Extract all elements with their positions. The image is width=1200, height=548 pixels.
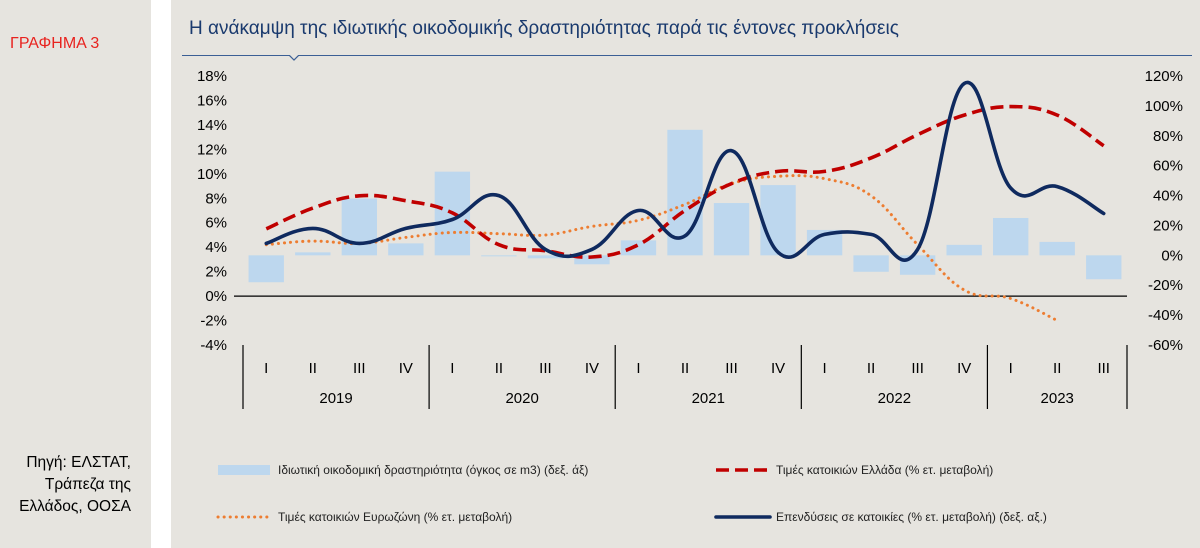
category-label: I [450, 360, 454, 377]
left-tick-label: 16% [197, 92, 227, 109]
right-tick-label: -20% [1148, 277, 1183, 294]
category-label: IV [771, 360, 785, 377]
category-label: I [822, 360, 826, 377]
left-tick-label: 0% [205, 288, 227, 305]
year-label: 2019 [319, 390, 352, 407]
chart-title: Η ανάκαμψη της ιδιωτικής οικοδομικής δρα… [189, 18, 899, 39]
left-tick-label: 6% [205, 215, 227, 232]
legend-label: Ιδιωτική οικοδομική δραστηριότητα (όγκος… [278, 463, 588, 477]
right-tick-label: 20% [1153, 217, 1183, 234]
category-label: I [636, 360, 640, 377]
right-tick-label: 100% [1145, 98, 1183, 115]
left-tick-label: 2% [205, 264, 227, 281]
left-tick-label: 18% [197, 68, 227, 85]
title-notch [289, 55, 299, 61]
legend-swatch-bar [218, 465, 270, 475]
bar-15 [946, 244, 982, 256]
legend-label: Επενδύσεις σε κατοικίες (% ετ. μεταβολή)… [776, 510, 1047, 524]
year-label: 2020 [505, 390, 538, 407]
bar-5 [481, 255, 517, 257]
left-tick-label: 8% [205, 190, 227, 207]
bar-8 [620, 240, 657, 256]
left-tick-label: 14% [197, 117, 227, 134]
category-label: III [1097, 360, 1110, 377]
right-tick-label: 80% [1153, 128, 1183, 145]
left-tick-label: -2% [200, 313, 227, 330]
left-panel: ΓΡΑΦΗΜΑ 3 Πηγή: ΕΛΣΤΑΤ, Τράπεζα της Ελλά… [0, 0, 151, 548]
legend-label: Τιμές κατοικιών Ευρωζώνη (% ετ. μεταβολή… [278, 510, 512, 524]
category-label: III [539, 360, 552, 377]
right-tick-label: 120% [1145, 68, 1183, 85]
chart-panel [171, 0, 1200, 548]
year-label: 2021 [692, 390, 725, 407]
figure-label: ΓΡΑΦΗΜΑ 3 [10, 35, 100, 52]
category-label: III [725, 360, 738, 377]
year-label: 2022 [878, 390, 911, 407]
right-tick-label: 0% [1161, 247, 1183, 264]
category-label: II [309, 360, 317, 377]
category-label: II [1053, 360, 1061, 377]
bar-14 [899, 255, 936, 275]
legend-label: Τιμές κατοικιών Ελλάδα (% ετ. μεταβολή) [776, 463, 993, 477]
series-line-solid [264, 80, 1106, 262]
category-label: IV [957, 360, 971, 377]
category-label: III [911, 360, 924, 377]
bar-17 [1039, 241, 1075, 256]
year-label: 2023 [1041, 390, 1074, 407]
category-label: IV [399, 360, 413, 377]
right-tick-label: -40% [1148, 307, 1183, 324]
bar-18 [1086, 255, 1122, 280]
bar-10 [713, 203, 750, 256]
right-tick-label: 60% [1153, 158, 1183, 175]
category-label: II [681, 360, 689, 377]
left-tick-label: -4% [200, 337, 227, 354]
category-label: I [1009, 360, 1013, 377]
bar-13 [853, 255, 889, 272]
category-label: II [495, 360, 503, 377]
bar-1 [295, 252, 331, 256]
bar-3 [388, 243, 424, 256]
left-tick-label: 12% [197, 141, 227, 158]
title-rule [182, 55, 1192, 56]
right-tick-label: -60% [1148, 337, 1183, 354]
bar-0 [248, 255, 284, 283]
series-line-dashed [265, 104, 1105, 259]
category-label: II [867, 360, 875, 377]
bar-11 [760, 185, 796, 256]
right-tick-label: 40% [1153, 188, 1183, 205]
left-tick-label: 4% [205, 239, 227, 256]
source-note: Πηγή: ΕΛΣΤΑΤ, Τράπεζα της Ελλάδος, ΟΟΣΑ [19, 454, 131, 515]
bar-16 [993, 217, 1029, 256]
bar-2 [341, 198, 377, 256]
category-label: III [353, 360, 366, 377]
bar-7 [574, 255, 610, 265]
bar-6 [527, 255, 564, 259]
left-tick-label: 10% [197, 166, 227, 183]
category-label: I [264, 360, 268, 377]
category-label: IV [585, 360, 599, 377]
